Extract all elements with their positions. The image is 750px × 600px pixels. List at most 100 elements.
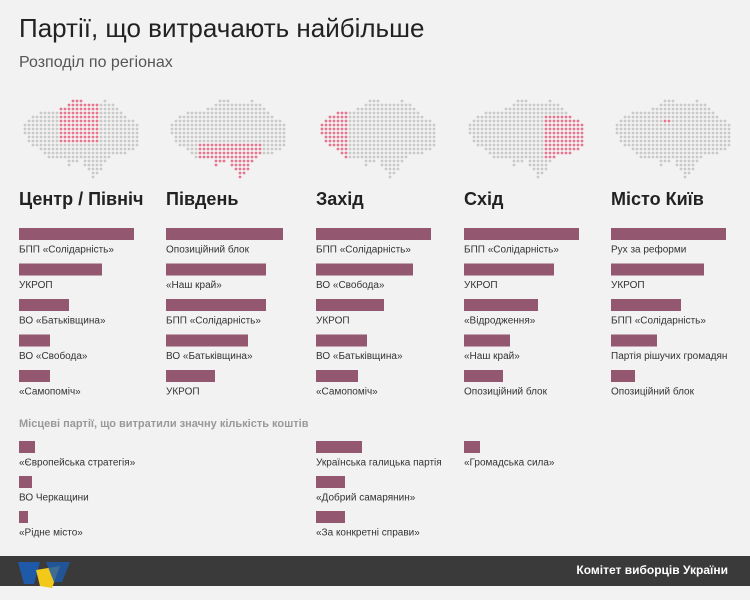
map-dot (270, 135, 274, 139)
map-dot (528, 159, 532, 163)
map-dot (388, 167, 392, 171)
map-dot (123, 139, 127, 143)
map-dot (55, 119, 59, 123)
bar (316, 299, 384, 311)
map-dot (707, 131, 711, 135)
map-dot (396, 131, 400, 135)
map-dot (484, 111, 488, 115)
map-dot (691, 107, 695, 111)
map-dot (671, 135, 675, 139)
map-dot (95, 135, 99, 139)
map-dot (115, 127, 119, 131)
map-dot (695, 123, 699, 127)
map-dot (35, 123, 39, 127)
map-dot (540, 111, 544, 115)
map-dot (703, 147, 707, 151)
map-dot (202, 139, 206, 143)
map-dot (400, 155, 404, 159)
map-dot (246, 127, 250, 131)
map-dot (186, 147, 190, 151)
map-dot (392, 131, 396, 135)
map-dot (472, 139, 476, 143)
map-dot (119, 147, 123, 151)
map-dot (348, 123, 352, 127)
map-dot (655, 147, 659, 151)
map-dot (679, 127, 683, 131)
map-dot (695, 151, 699, 155)
map-dot (388, 171, 392, 175)
map-dot (218, 111, 222, 115)
map-dot (392, 167, 396, 171)
map-dot (356, 147, 360, 151)
map-dot (79, 99, 83, 103)
map-dot (242, 127, 246, 131)
map-dot (532, 107, 536, 111)
map-dot (655, 151, 659, 155)
map-dot (258, 115, 262, 119)
map-dot (190, 139, 194, 143)
map-dot (416, 111, 420, 115)
map-dot (91, 171, 95, 175)
map-dot (552, 135, 556, 139)
map-dot (484, 115, 488, 119)
map-dot (651, 147, 655, 151)
map-dot (476, 139, 480, 143)
map-dot (548, 111, 552, 115)
map-dot (508, 107, 512, 111)
map-dot (262, 131, 266, 135)
map-dot (416, 119, 420, 123)
map-dot (55, 111, 59, 115)
map-dot (540, 155, 544, 159)
map-dot (520, 99, 524, 103)
map-dot (388, 175, 392, 179)
map-dot (544, 155, 548, 159)
map-dot (500, 143, 504, 147)
map-dot (568, 119, 572, 123)
map-dot (428, 131, 432, 135)
map-dot (711, 119, 715, 123)
map-dot (95, 159, 99, 163)
map-dot (384, 155, 388, 159)
map-dot (75, 139, 79, 143)
map-dot (663, 127, 667, 131)
map-dot (328, 143, 332, 147)
map-dot (560, 139, 564, 143)
map-dot (548, 159, 552, 163)
map-dot (43, 151, 47, 155)
map-dot (194, 147, 198, 151)
map-dot (63, 139, 67, 143)
map-dot (675, 139, 679, 143)
map-dot (59, 107, 63, 111)
map-dot (512, 119, 516, 123)
map-dot (43, 123, 47, 127)
map-dot (59, 139, 63, 143)
map-dot (520, 115, 524, 119)
map-dot (55, 123, 59, 127)
map-dot (352, 151, 356, 155)
map-dot (91, 123, 95, 127)
map-dot (254, 103, 258, 107)
map-dot (202, 147, 206, 151)
map-dot (496, 147, 500, 151)
map-dot (246, 103, 250, 107)
map-dot (360, 143, 364, 147)
bar-label: ВО «Батьківщина» (316, 351, 403, 362)
map-dot (119, 127, 123, 131)
map-dot (71, 99, 75, 103)
bar (611, 370, 635, 382)
map-dot (352, 123, 356, 127)
map-dot (615, 131, 619, 135)
map-dot (103, 159, 107, 163)
map-dot (715, 131, 719, 135)
map-dot (91, 131, 95, 135)
map-dot (202, 135, 206, 139)
map-dot (675, 123, 679, 127)
map-dot (282, 123, 286, 127)
map-dot (230, 151, 234, 155)
map-dot (492, 115, 496, 119)
map-dot (404, 147, 408, 151)
map-dot (190, 131, 194, 135)
map-dot (186, 139, 190, 143)
map-dot (647, 119, 651, 123)
map-dot (580, 135, 584, 139)
